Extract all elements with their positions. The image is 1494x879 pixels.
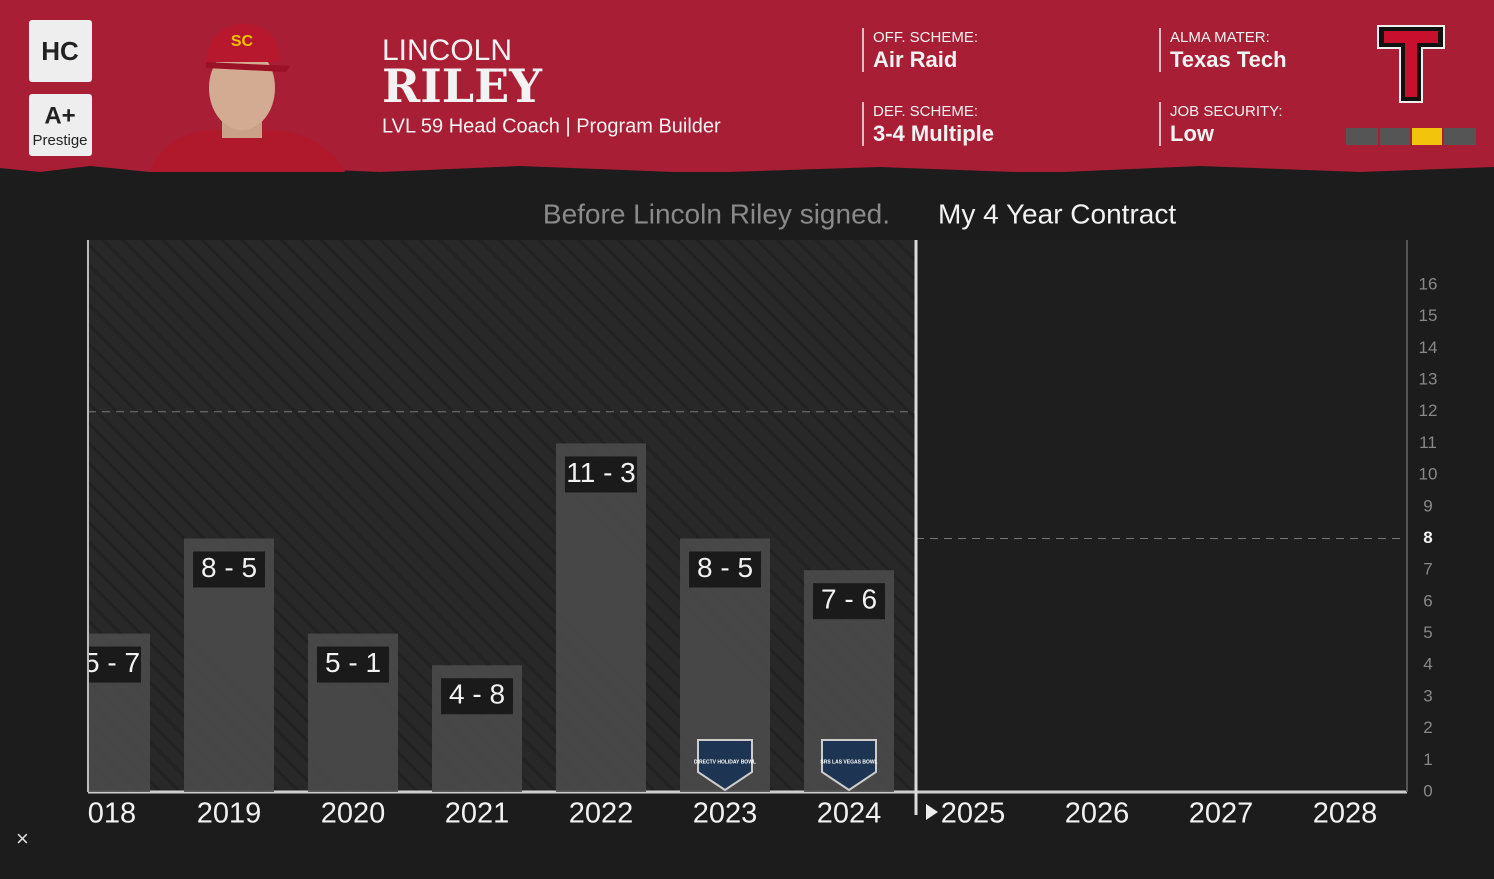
record-bg [689, 551, 761, 588]
alma-mater-label: ALMA MATER: [1170, 29, 1270, 46]
y-tick-label: 7 [1423, 560, 1432, 579]
y-tick-label: 5 [1423, 623, 1432, 642]
bowl-badge [821, 739, 877, 792]
y-tick-label: 8 [1423, 528, 1432, 547]
x-tick-label: 2023 [693, 798, 758, 830]
y-tick-label: 14 [1419, 338, 1438, 357]
y-tick-label: 2 [1423, 718, 1432, 737]
prestige-grade: A+ [44, 102, 75, 129]
bowl-name: SRS LAS VEGAS BOWL [820, 759, 877, 765]
prestige-label: Prestige [32, 132, 87, 149]
x-tick-label: 2026 [1065, 798, 1130, 830]
coach-subtitle: LVL 59 Head Coach | Program Builder [382, 115, 721, 137]
y-tick-label: 11 [1419, 433, 1437, 452]
record-label: 11 - 3 [566, 457, 636, 488]
y-tick-label: 4 [1423, 655, 1432, 674]
contract-region [916, 240, 1407, 792]
prestige-badge [29, 94, 92, 156]
record-label: 5 - 7 [84, 647, 140, 678]
x-tick-label: 2022 [569, 798, 634, 830]
record-label: 8 - 5 [201, 552, 257, 583]
coach-portrait: SC [150, 24, 345, 172]
y-tick-label: 15 [1419, 306, 1438, 325]
record-bg [813, 583, 885, 620]
first-name: LINCOLN [382, 34, 512, 67]
y-tick-label: 0 [1423, 781, 1432, 800]
record-bg [88, 646, 141, 683]
bowl-name: DIRECTV HOLIDAY BOWL [694, 759, 756, 765]
record-label: 7 - 6 [821, 584, 877, 615]
y-tick-label: 10 [1419, 465, 1438, 484]
coach-header: HC A+ Prestige SC LINCOLN RILEY LVL 59 H… [0, 0, 1494, 175]
x-tick-label: 2025 [941, 798, 1006, 830]
record-label: 4 - 8 [449, 679, 505, 710]
x-tick-label: 2020 [321, 798, 386, 830]
record-label: 5 - 1 [325, 647, 381, 678]
y-tick-label: 6 [1423, 591, 1432, 610]
record-bg [193, 551, 265, 588]
y-tick-label: 12 [1419, 401, 1438, 420]
off-scheme: Air Raid [873, 47, 957, 72]
x-tick-label: 2024 [817, 798, 882, 830]
y-tick-label: 3 [1423, 686, 1432, 705]
y-tick-label: 13 [1419, 370, 1438, 389]
y-tick-label: 1 [1423, 750, 1432, 769]
def-scheme: 3-4 Multiple [873, 121, 994, 146]
role: HC [41, 36, 79, 66]
before-title: Before Lincoln Riley signed. [543, 198, 890, 229]
decoration: × [16, 826, 29, 851]
contract-title: My 4 Year Contract [938, 198, 1176, 229]
def-scheme-label: DEF. SCHEME: [873, 103, 978, 120]
alma-mater: Texas Tech [1170, 47, 1287, 72]
job-security: Low [1170, 121, 1215, 146]
hc-badge [29, 20, 92, 82]
record-bg [317, 646, 389, 683]
record-bg [565, 456, 637, 493]
y-tick-label: 9 [1423, 496, 1432, 515]
svg-text:SC: SC [231, 33, 254, 50]
contract-marker [926, 804, 938, 820]
x-tick-label: 018 [88, 798, 136, 830]
job-security-meter [1346, 128, 1476, 145]
record-label: 8 - 5 [697, 552, 753, 583]
x-tick-label: 2028 [1313, 798, 1378, 830]
x-tick-label: 2021 [445, 798, 510, 830]
record-bg [441, 678, 513, 715]
bar [556, 443, 646, 792]
last-name: RILEY [382, 59, 543, 113]
chart: Before Lincoln Riley signed. My 4 Year C… [16, 198, 1438, 851]
plot-area: 018 5 - 7 2019 8 - 5 2020 5 - 1 2021 4 - 8 2022 1… [84, 240, 1407, 830]
team-logo [1377, 25, 1445, 103]
off-scheme-label: OFF. SCHEME: [873, 29, 978, 46]
torn-edge [0, 166, 1494, 175]
x-tick-label: 2027 [1189, 798, 1254, 830]
x-tick-label: 2019 [197, 798, 262, 830]
job-security-label: JOB SECURITY: [1170, 103, 1283, 120]
y-tick-label: 16 [1419, 274, 1438, 293]
bowl-badge [697, 739, 753, 792]
